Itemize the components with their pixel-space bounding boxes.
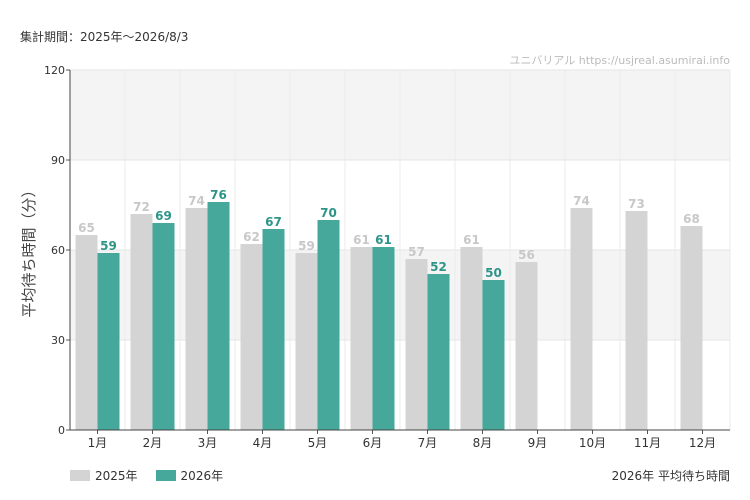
bar-2025年-11月 — [625, 211, 648, 430]
y-tick-label: 30 — [51, 334, 65, 347]
bar-value-label: 74 — [188, 194, 205, 208]
bar-2025年-7月 — [405, 259, 428, 430]
bar-2025年-4月 — [240, 244, 263, 430]
source-link[interactable]: ユニバリアル https://usjreal.asumirai.info — [509, 54, 730, 67]
bar-value-label: 52 — [430, 260, 447, 274]
bar-value-label: 61 — [463, 233, 480, 247]
bar-value-label: 69 — [155, 209, 172, 223]
x-tick-label: 10月 — [579, 436, 606, 450]
bar-value-label: 59 — [298, 239, 315, 253]
bar-2026年-4月 — [262, 229, 285, 430]
bar-2025年-9月 — [515, 262, 538, 430]
legend-item-2025[interactable]: 2025年 — [70, 467, 138, 484]
x-tick-label: 4月 — [253, 436, 273, 450]
bar-value-label: 56 — [518, 248, 535, 262]
legend-swatch-2025 — [70, 470, 90, 481]
bar-2026年-1月 — [97, 253, 120, 430]
chart-footer-label: 2026年 平均待ち時間 — [611, 469, 730, 483]
bar-2025年-1月 — [75, 235, 98, 430]
bar-2025年-6月 — [350, 247, 373, 430]
x-tick-label: 5月 — [308, 436, 328, 450]
bar-2026年-3月 — [207, 202, 230, 430]
bar-value-label: 61 — [375, 233, 392, 247]
bar-2025年-8月 — [460, 247, 483, 430]
legend-item-2026[interactable]: 2026年 — [155, 467, 224, 484]
x-tick-label: 12月 — [689, 436, 716, 450]
y-tick-label: 0 — [58, 424, 65, 437]
bar-2026年-8月 — [482, 280, 505, 430]
bar-2025年-3月 — [185, 208, 208, 430]
bar-2025年-5月 — [295, 253, 318, 430]
legend-label-2026: 2026年 — [180, 469, 224, 483]
bar-2026年-6月 — [372, 247, 395, 430]
bar-value-label: 65 — [78, 221, 95, 235]
bar-2025年-2月 — [130, 214, 153, 430]
bar-2025年-12月 — [680, 226, 703, 430]
bar-value-label: 61 — [353, 233, 370, 247]
x-tick-label: 3月 — [198, 436, 218, 450]
x-tick-label: 2月 — [143, 436, 163, 450]
legend: 2025年 2026年 — [70, 467, 241, 484]
legend-label-2025: 2025年 — [95, 469, 138, 483]
bar-value-label: 59 — [100, 239, 117, 253]
x-tick-label: 1月 — [88, 436, 108, 450]
bar-value-label: 73 — [628, 197, 645, 211]
bar-value-label: 62 — [243, 230, 260, 244]
bar-value-label: 67 — [265, 215, 282, 229]
x-tick-label: 8月 — [473, 436, 493, 450]
y-tick-label: 120 — [44, 64, 65, 77]
bar-2026年-5月 — [317, 220, 340, 430]
x-tick-label: 7月 — [418, 436, 438, 450]
bar-2026年-7月 — [427, 274, 450, 430]
collection-period: 集計期間：2025年～2026/8/3 — [20, 30, 189, 44]
bar-value-label: 68 — [683, 212, 700, 226]
x-tick-label: 6月 — [363, 436, 383, 450]
bar-2025年-10月 — [570, 208, 593, 430]
bar-2026年-2月 — [152, 223, 175, 430]
bar-chart: 0 30 60 90 120 平均待ち時間（分） 65 59 1月 72 69 2月 74 76 3月 62 6… — [20, 64, 731, 450]
legend-swatch-2026 — [155, 470, 176, 481]
bar-value-label: 50 — [485, 266, 502, 280]
y-tick-label: 90 — [51, 154, 65, 167]
bar-value-label: 57 — [408, 245, 425, 259]
bar-value-label: 74 — [573, 194, 590, 208]
x-tick-label: 11月 — [634, 436, 661, 450]
bar-value-label: 70 — [320, 206, 337, 220]
y-axis-title: 平均待ち時間（分） — [20, 182, 38, 317]
x-tick-label: 9月 — [528, 436, 548, 450]
bar-value-label: 72 — [133, 200, 150, 214]
y-tick-label: 60 — [51, 244, 65, 257]
bar-value-label: 76 — [210, 188, 227, 202]
